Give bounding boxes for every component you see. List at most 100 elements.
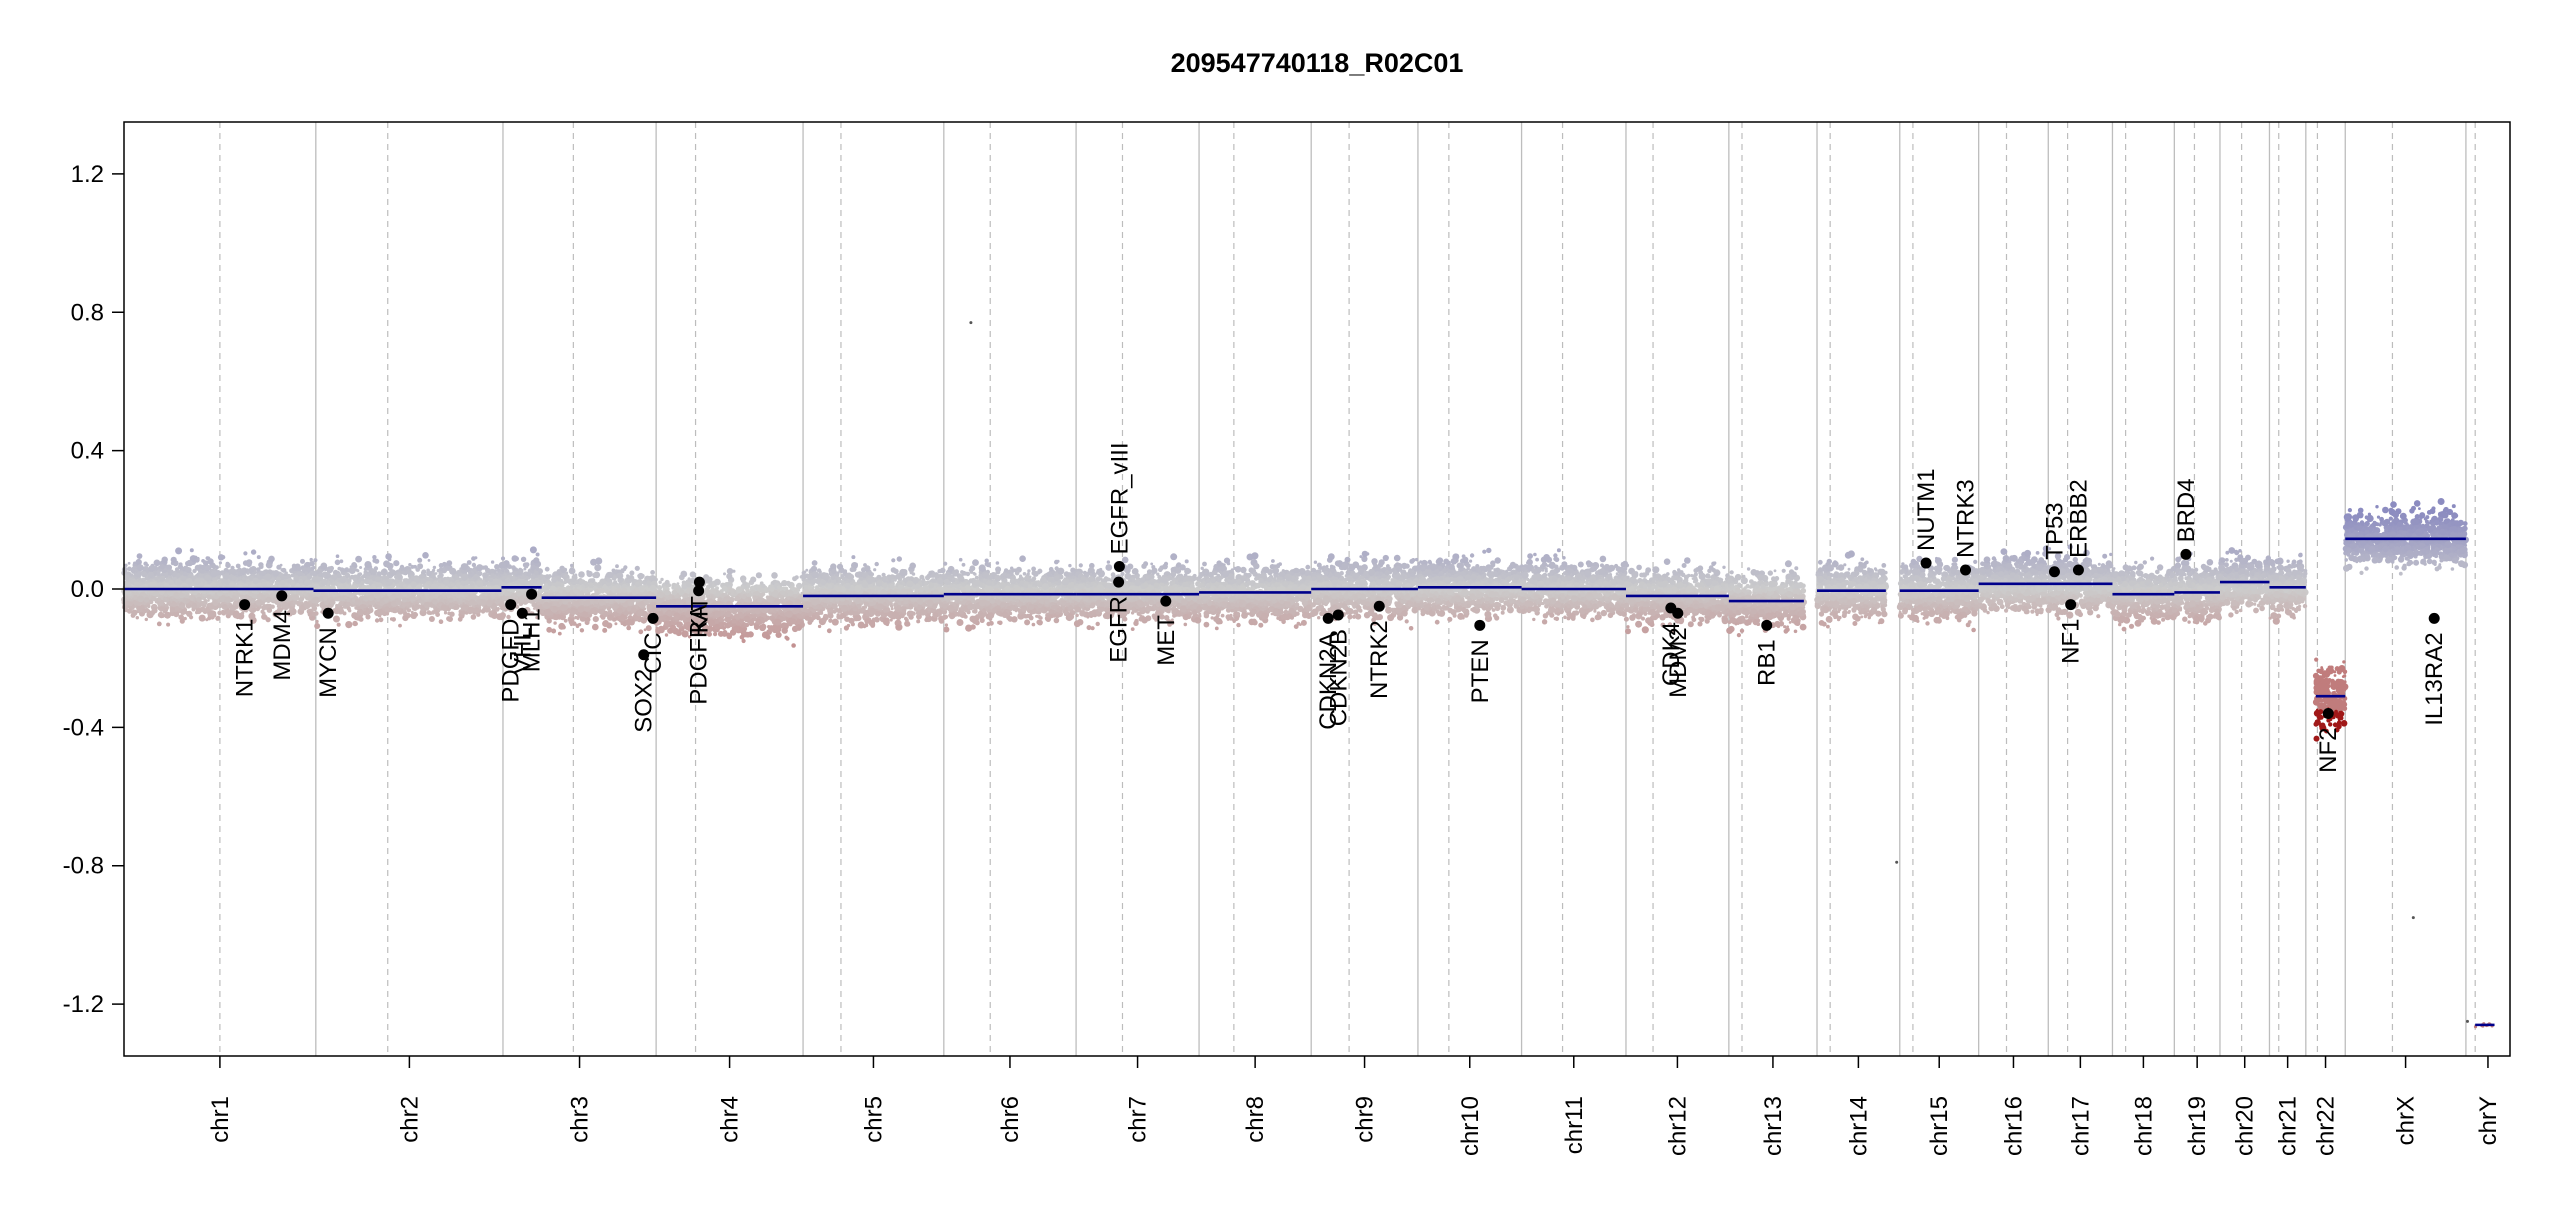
- probe-point: [223, 573, 229, 579]
- probe-point: [551, 577, 557, 583]
- probe-point: [364, 585, 369, 590]
- probe-point: [151, 596, 156, 601]
- probe-point: [318, 574, 321, 577]
- probe-point: [345, 567, 349, 571]
- probe-point: [145, 618, 148, 621]
- probe-point: [207, 599, 210, 602]
- probe-point: [182, 583, 187, 588]
- probe-point: [486, 608, 490, 612]
- probe-point: [596, 592, 600, 596]
- probe-point: [548, 581, 553, 586]
- probe-point: [186, 603, 191, 608]
- probe-point: [385, 553, 392, 560]
- probe-point: [277, 604, 281, 608]
- probe-point: [483, 565, 488, 570]
- probe-point: [617, 608, 623, 614]
- probe-point: [340, 576, 347, 583]
- probe-point: [375, 577, 381, 583]
- probe-point: [164, 608, 168, 612]
- probe-point: [429, 595, 432, 598]
- probe-point: [566, 590, 569, 593]
- probe-point: [222, 604, 228, 610]
- probe-point: [316, 570, 319, 573]
- probe-point: [558, 632, 562, 636]
- chart-title: 209547740118_R02C01: [1171, 48, 1464, 78]
- probe-point: [577, 617, 580, 620]
- probe-point: [312, 566, 315, 569]
- probe-point: [256, 599, 263, 606]
- probe-point: [595, 557, 602, 564]
- probe-point: [629, 586, 634, 591]
- probe-point: [127, 609, 132, 614]
- probe-point: [213, 601, 218, 606]
- probe-point: [638, 601, 644, 607]
- probe-point: [468, 607, 475, 614]
- probe-point: [605, 590, 609, 594]
- probe-point: [476, 599, 481, 604]
- probe-point: [234, 605, 238, 609]
- probe-point: [451, 584, 454, 587]
- probe-point: [142, 585, 145, 588]
- probe-point: [148, 572, 154, 578]
- probe-point: [501, 568, 505, 572]
- probe-point: [166, 565, 172, 571]
- probe-point: [228, 592, 233, 597]
- probe-point: [468, 571, 474, 577]
- probe-point: [368, 592, 371, 595]
- probe-point: [125, 601, 130, 606]
- probe-point: [756, 572, 762, 578]
- probe-point: [385, 579, 388, 582]
- probe-point: [147, 604, 151, 608]
- probe-point: [533, 557, 539, 563]
- probe-point: [362, 574, 366, 578]
- probe-point: [573, 601, 579, 607]
- probe-point: [665, 580, 670, 585]
- probe-point: [467, 560, 472, 565]
- probe-point: [320, 563, 327, 570]
- probe-point: [363, 608, 366, 611]
- probe-point: [345, 621, 352, 628]
- probe-point: [154, 560, 161, 567]
- probe-point: [494, 569, 497, 572]
- probe-point: [175, 547, 182, 554]
- probe-point: [446, 616, 451, 621]
- probe-point: [499, 562, 506, 569]
- probe-point: [268, 563, 272, 567]
- probe-point: [242, 577, 246, 581]
- probe-point: [206, 594, 211, 599]
- probe-point: [355, 599, 361, 605]
- probe-point: [347, 578, 350, 581]
- probe-point: [177, 580, 182, 585]
- probe-point: [375, 618, 379, 622]
- probe-point: [132, 606, 135, 609]
- probe-point: [791, 643, 796, 648]
- probe-point: [216, 583, 219, 586]
- probe-point: [249, 567, 255, 573]
- probe-point: [364, 567, 367, 570]
- probe-point: [607, 579, 611, 583]
- probe-point: [421, 606, 425, 610]
- probe-point: [324, 572, 331, 579]
- probe-point: [640, 617, 644, 621]
- probe-point: [243, 551, 247, 555]
- probe-point: [458, 573, 461, 576]
- probe-point: [160, 564, 166, 570]
- probe-point: [363, 611, 367, 615]
- probe-point: [638, 573, 645, 580]
- probe-point: [570, 564, 573, 567]
- probe-point: [464, 580, 469, 585]
- probe-point: [303, 592, 307, 596]
- probe-point: [192, 603, 198, 609]
- probe-point: [337, 623, 341, 627]
- probe-point: [550, 606, 554, 610]
- probe-point: [259, 564, 264, 569]
- probe-point: [690, 571, 696, 577]
- probe-point: [578, 571, 585, 578]
- probe-point: [211, 570, 218, 577]
- probe-point: [583, 589, 588, 594]
- probe-point: [159, 606, 164, 611]
- probe-point: [323, 605, 326, 608]
- probe-point: [408, 574, 411, 577]
- probe-point: [216, 616, 220, 620]
